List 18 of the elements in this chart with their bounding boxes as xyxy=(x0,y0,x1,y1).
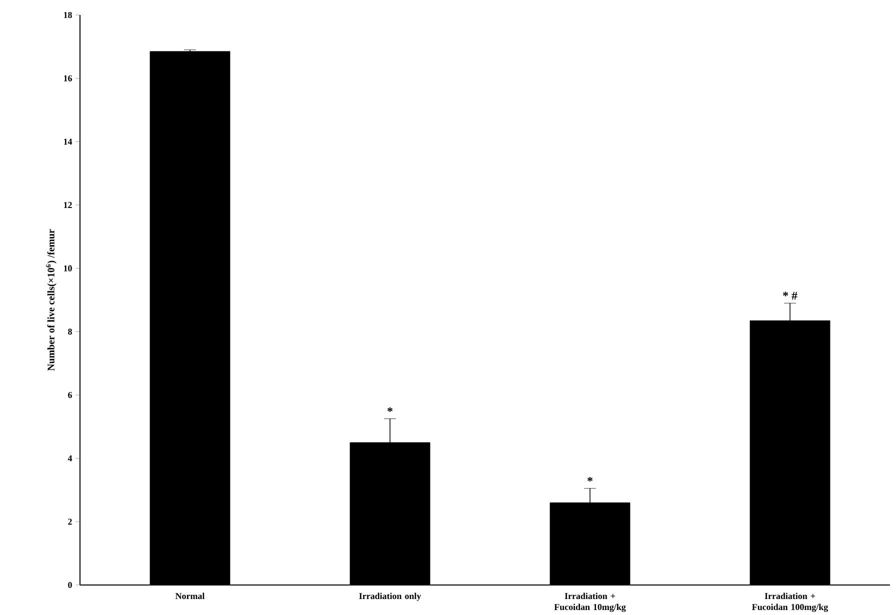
y-tick-label: 14 xyxy=(64,138,72,144)
y-tick-label: 18 xyxy=(64,12,72,18)
annotation: * # xyxy=(783,292,798,300)
x-tick-label: Irradiation + Fucoidan 10mg/kg xyxy=(554,592,626,612)
y-tick-label: 12 xyxy=(64,202,72,208)
y-tick-label: 0 xyxy=(68,582,72,588)
y-tick-label: 10 xyxy=(64,265,72,272)
x-tick-label: Irradiation only xyxy=(359,592,422,601)
annotation: * xyxy=(588,476,593,482)
x-tick-label: Normal xyxy=(175,592,205,599)
annotation: * xyxy=(388,407,392,412)
x-tick-label: Irradiation + Fucoidan 100mg/kg xyxy=(752,592,828,612)
y-tick-label: 4 xyxy=(68,455,72,462)
y-axis-title: Number of live cells(×10$^{6}$) /femur xyxy=(46,229,56,371)
y-tick-label: 8 xyxy=(68,328,72,335)
y-tick-label: 2 xyxy=(68,518,72,525)
y-tick-label: 6 xyxy=(68,392,72,398)
y-tick-label: 16 xyxy=(64,75,72,82)
